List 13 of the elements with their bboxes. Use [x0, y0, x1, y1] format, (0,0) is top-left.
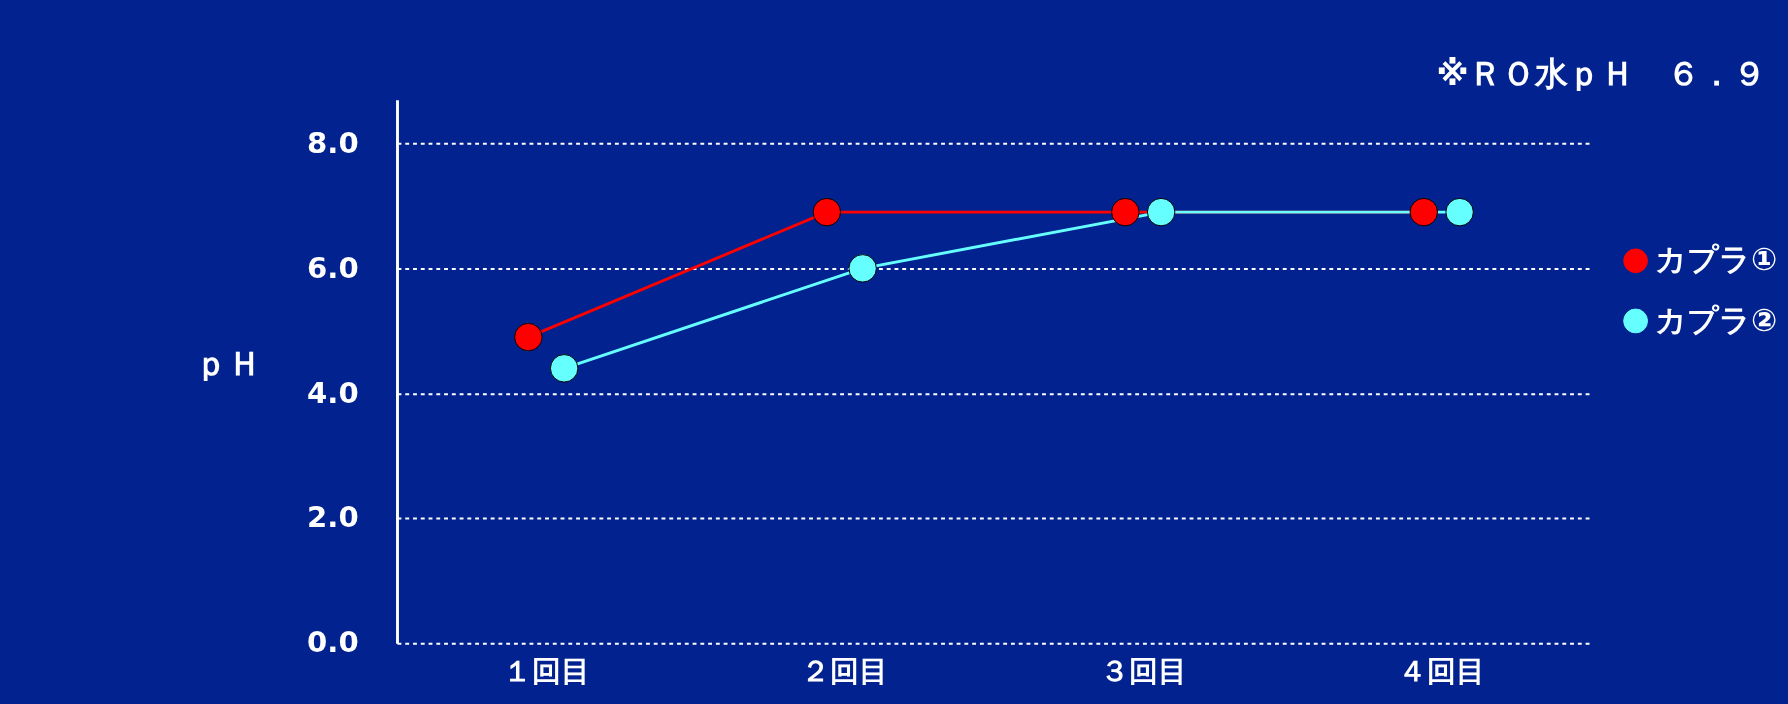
x-tick-label: ２回目	[801, 653, 889, 688]
y-tick-label: 0.0	[307, 625, 359, 660]
y-tick-label: 2.0	[307, 500, 359, 535]
legend-label: カプラ①	[1655, 241, 1778, 278]
x-tick-label: ４回目	[1398, 653, 1486, 688]
text: ※ＲＯ水ｐＨ ６．９	[1436, 54, 1766, 94]
y-tick-label: 4.0	[307, 375, 359, 410]
x-tick-label: ３回目	[1099, 653, 1187, 688]
x-tick-label: １回目	[502, 653, 590, 688]
y-tick-label: 8.0	[307, 125, 359, 160]
y-tick-label: 6.0	[307, 250, 359, 285]
y-axis-title: ｐＨ	[194, 343, 261, 383]
legend-label: カプラ②	[1655, 301, 1778, 338]
